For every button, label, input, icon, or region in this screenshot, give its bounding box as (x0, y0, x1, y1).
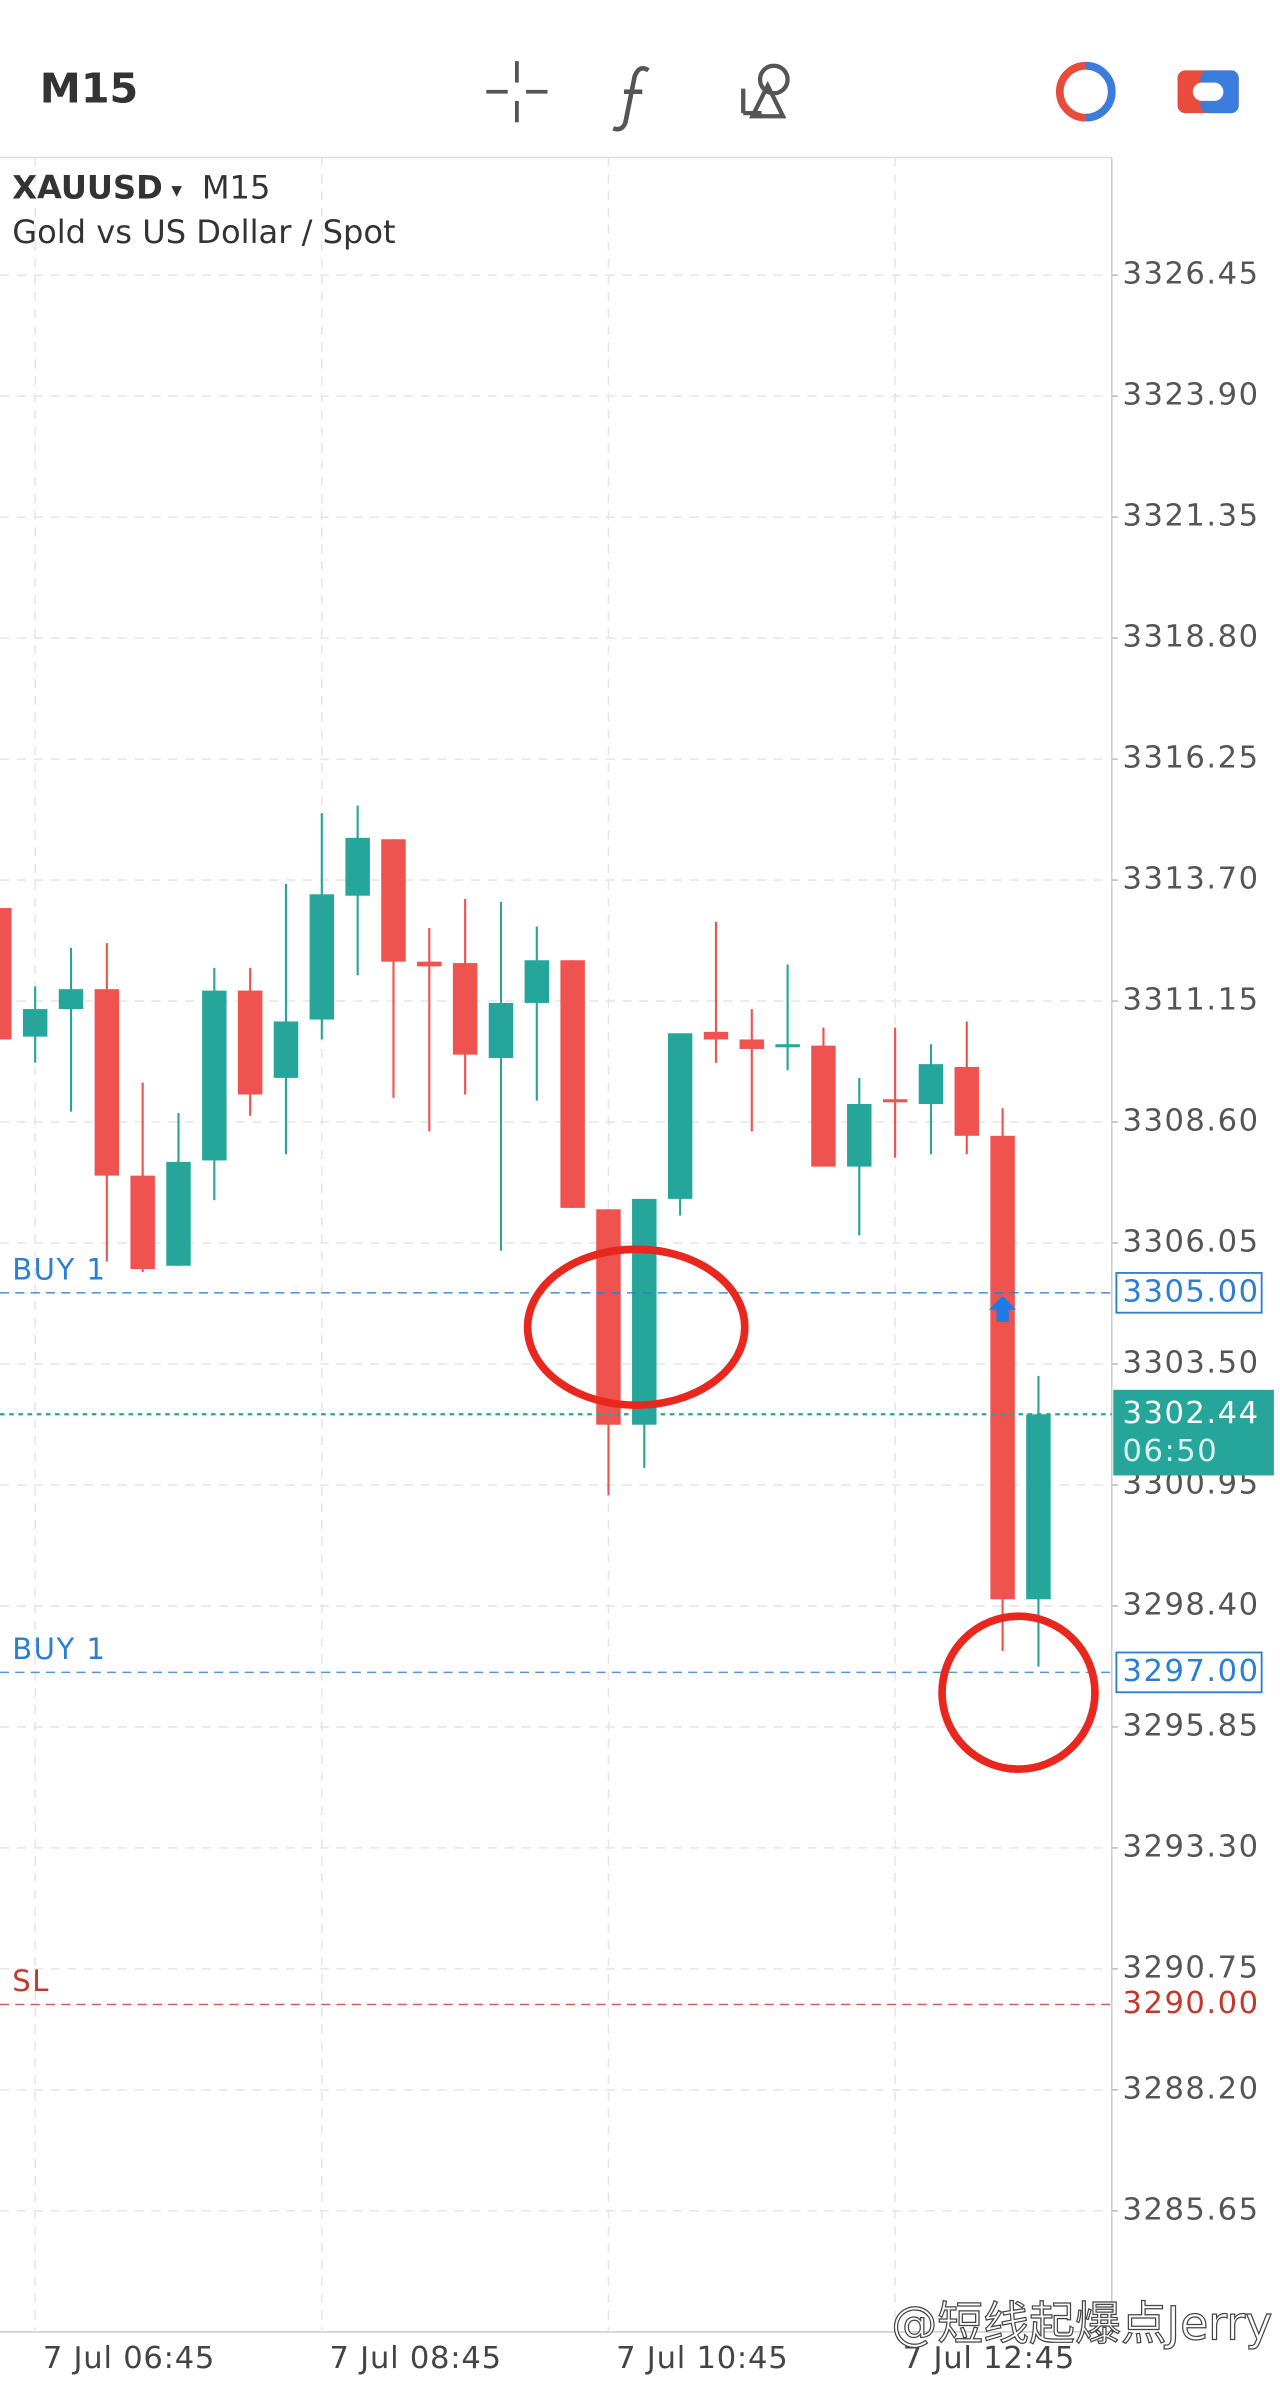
candle-body (667, 1033, 693, 1199)
y-tick-label: 3288.20 (1122, 2071, 1259, 2106)
candle-body (739, 1039, 765, 1049)
timeframe-button[interactable]: M15 (40, 65, 139, 113)
y-tick-label: 3308.60 (1122, 1104, 1259, 1139)
overlay: 3326.45 3323.90 3321.35 3318.80 3316.25 3313.… (0, 257, 1274, 2376)
candle-body (381, 839, 406, 962)
candle-body (990, 1135, 1015, 1600)
y-tick-label: 3326.45 (1122, 257, 1259, 292)
y-tick-label: 3290.75 (1122, 1950, 1259, 1985)
candle-body (94, 989, 120, 1176)
x-tick-label: 7 Jul 06:45 (43, 2341, 215, 2376)
candle-body (847, 1103, 872, 1167)
candle-body (452, 963, 478, 1055)
y-tick-label: 3293.30 (1122, 1829, 1259, 1864)
candle-body (703, 1031, 729, 1040)
x-tick-label: 7 Jul 10:45 (616, 2341, 788, 2376)
candle-body (22, 1009, 48, 1037)
quotes-button[interactable] (1177, 70, 1239, 114)
y-tick-label: 3306.05 (1122, 1225, 1259, 1260)
candle-body (417, 961, 442, 967)
annotation-circle (523, 1245, 749, 1410)
buy-marker (988, 1295, 1017, 1322)
x-tick-label: 7 Jul 12:45 (903, 2341, 1075, 2376)
candle-body (202, 990, 227, 1161)
y-tick-label: 3313.70 (1122, 862, 1259, 897)
candle-body (130, 1175, 155, 1270)
watermark: @短线起爆点Jerry (891, 2297, 1272, 2351)
y-tick-label: 3295.85 (1122, 1708, 1259, 1743)
price-line-label: 3305.00 (1122, 1274, 1259, 1309)
y-tick-label: 3318.80 (1122, 620, 1259, 655)
candle-body (166, 1161, 191, 1266)
symbol-description: Gold vs US Dollar / Spot (12, 213, 395, 251)
candle-body (560, 960, 585, 1208)
y-tick-label: 3303.50 (1122, 1345, 1259, 1380)
price-line-label: 3290.00 (1122, 1986, 1259, 2021)
candle-body (273, 1021, 299, 1078)
symbol-dropdown[interactable]: ▾ (171, 178, 182, 203)
candle-body (0, 908, 12, 1040)
candle-body (954, 1066, 980, 1136)
y-tick-label: 3323.90 (1122, 378, 1259, 413)
candle-body (882, 1099, 908, 1103)
crosshair-button[interactable] (486, 61, 548, 123)
last-price-box (1113, 1389, 1274, 1476)
y-tick-label: 3316.25 (1122, 741, 1259, 776)
price-line-box (1115, 1651, 1263, 1694)
price-line-box (1115, 1272, 1263, 1314)
price-line-name: BUY 1 (12, 1632, 106, 1666)
candle-body (524, 960, 550, 1003)
symbol[interactable]: XAUUSD (12, 169, 163, 207)
candle-body (309, 894, 335, 1020)
candle-body (1026, 1414, 1051, 1600)
y-tick-label: 3311.15 (1122, 983, 1259, 1018)
candle-body (345, 837, 370, 896)
candle-body (237, 990, 263, 1095)
candle-body (775, 1044, 800, 1048)
candle-body (58, 989, 84, 1010)
x-tick-label: 7 Jul 08:45 (329, 2341, 501, 2376)
last-price-label: 3302.44 (1122, 1396, 1259, 1431)
candle-body (632, 1198, 657, 1425)
candle-body (811, 1045, 836, 1167)
y-tick-label: 3298.40 (1122, 1587, 1259, 1622)
annotation-circle (938, 1612, 1099, 1773)
price-line-name: BUY 1 (12, 1252, 106, 1286)
candle-body (596, 1209, 621, 1425)
candle-body (488, 1002, 514, 1058)
y-tick-label: 3321.35 (1122, 499, 1259, 534)
indicators-button[interactable] (612, 66, 650, 132)
plot (0, 805, 1051, 1667)
chart-timeframe: M15 (202, 169, 271, 207)
candle-body (918, 1064, 944, 1104)
trade-button[interactable] (1055, 61, 1116, 122)
price-line-name: SL (12, 1964, 50, 1998)
countdown: 06:50 (1122, 1434, 1218, 1469)
price-line-label: 3297.00 (1122, 1654, 1259, 1689)
y-tick-label: 3285.65 (1122, 2192, 1259, 2227)
objects-button[interactable] (741, 63, 790, 119)
